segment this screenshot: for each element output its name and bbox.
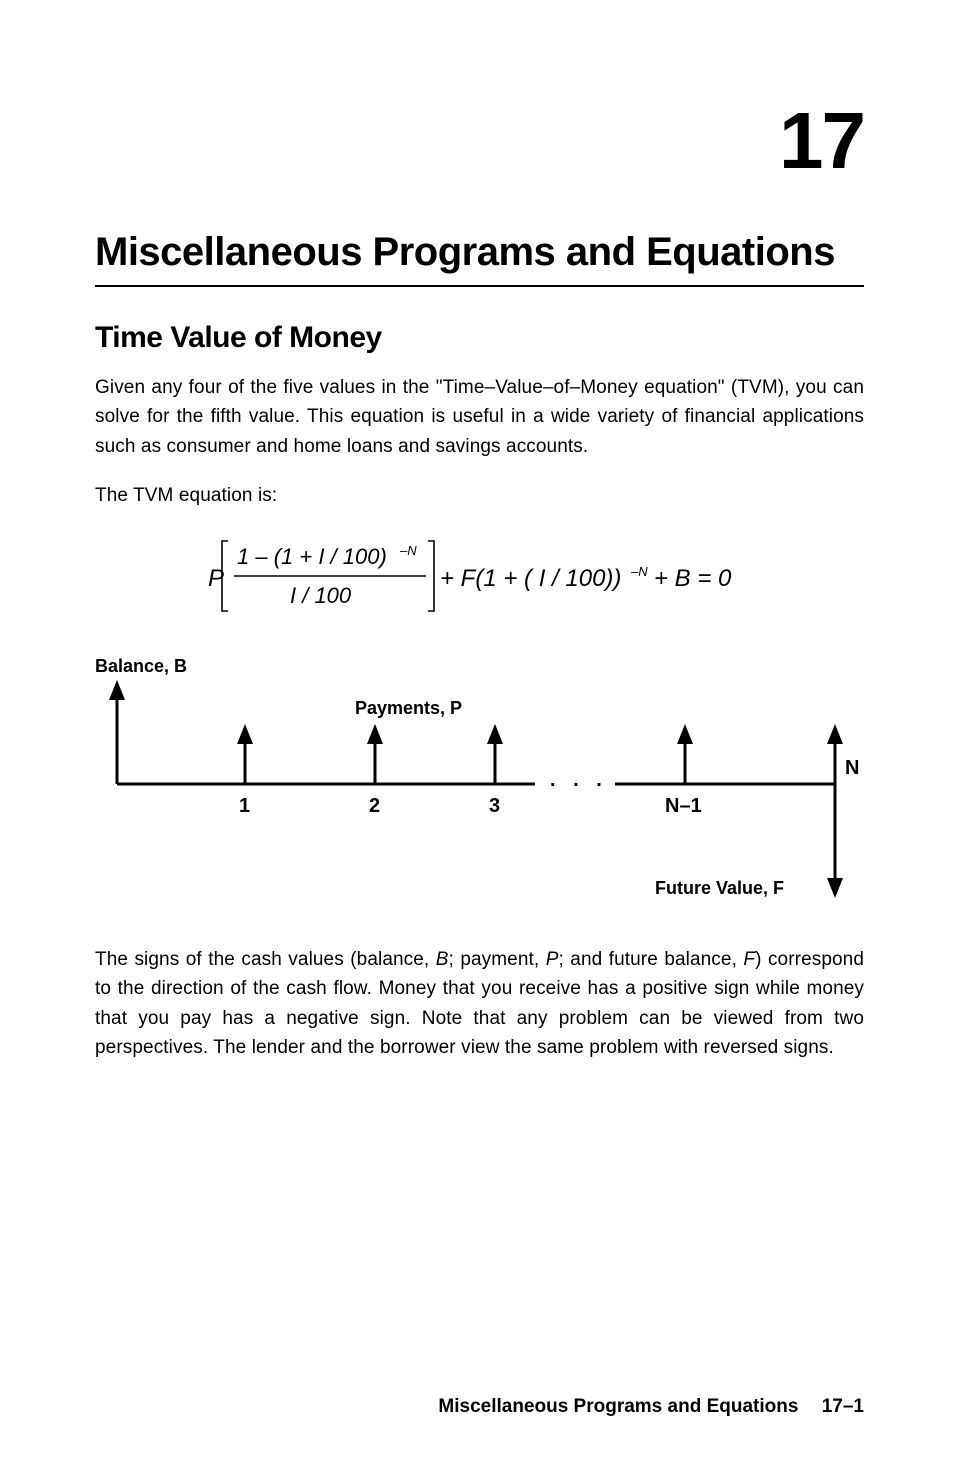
- tick-n: N: [845, 757, 859, 779]
- eq-mid: + F(1 + ( I / 100)): [440, 565, 621, 592]
- payments-label: Payments, P: [355, 698, 462, 718]
- tick-2: 2: [369, 795, 380, 817]
- chapter-title: Miscellaneous Programs and Equations: [95, 227, 864, 287]
- eq-num-exp: –N: [399, 543, 417, 558]
- payment-arrow-1: 1: [237, 724, 253, 817]
- signs-paragraph: The signs of the cash values (balance, B…: [95, 945, 864, 1063]
- p3-mid2: ; and future balance,: [558, 949, 743, 970]
- eq-denominator: I / 100: [290, 583, 352, 608]
- p3-pre: The signs of the cash values (balance,: [95, 949, 436, 970]
- tvm-equation: P 1 – (1 + I / 100) –N I / 100 + F(1 + (…: [95, 531, 864, 626]
- footer-title: Miscellaneous Programs and Equations: [438, 1396, 798, 1417]
- axis-dots: . . .: [550, 769, 608, 791]
- eq-tail: + B = 0: [654, 565, 732, 592]
- intro-paragraph: Given any four of the five values in the…: [95, 373, 864, 461]
- page-footer: Miscellaneous Programs and Equations 17–…: [438, 1396, 864, 1418]
- balance-label: Balance, B: [95, 656, 187, 676]
- eq-mid-exp: –N: [630, 564, 648, 579]
- future-value-arrow: [827, 784, 843, 898]
- payment-arrow-3: 3: [487, 724, 503, 817]
- chapter-number: 17: [95, 95, 864, 187]
- section-title: Time Value of Money: [95, 321, 864, 355]
- p3-mid1: ; payment,: [449, 949, 546, 970]
- p3-b: B: [436, 949, 449, 970]
- p3-p: P: [546, 949, 559, 970]
- equation-lead: The TVM equation is:: [95, 481, 864, 510]
- tick-1: 1: [239, 795, 250, 817]
- eq-numerator: 1 – (1 + I / 100): [237, 544, 387, 569]
- eq-right-bracket: [428, 541, 434, 611]
- future-value-label: Future Value, F: [655, 878, 784, 898]
- footer-page: 17–1: [822, 1396, 864, 1417]
- balance-arrow-head: [109, 680, 125, 700]
- payment-arrow-end-up: [827, 724, 843, 784]
- tick-3: 3: [489, 795, 500, 817]
- tick-n-1: N–1: [665, 795, 702, 817]
- payment-arrow-2: 2: [367, 724, 383, 817]
- cashflow-diagram: Balance, B . . . Payments, P 1 2 3: [95, 654, 864, 919]
- p3-f: F: [743, 949, 755, 970]
- payment-arrow-n-1: N–1: [665, 724, 702, 817]
